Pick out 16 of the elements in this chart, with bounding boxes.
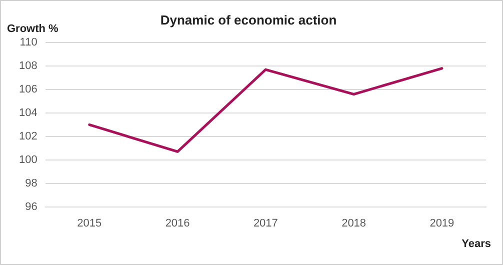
x-tick-label: 2015 (77, 217, 102, 230)
y-tick-label: 106 (18, 84, 38, 96)
y-tick-label: 108 (18, 60, 38, 72)
y-tick-label: 102 (18, 130, 38, 142)
y-tick-label: 110 (20, 36, 38, 49)
x-tick-label: 2019 (430, 217, 454, 230)
chart-title: Dynamic of economic action (160, 12, 337, 28)
y-tick-label: 98 (25, 177, 38, 190)
x-tick-label: 2017 (253, 217, 278, 230)
x-tick-label: 2016 (165, 217, 190, 230)
y-tick-label: 96 (25, 200, 38, 213)
y-tick-label: 100 (18, 154, 38, 166)
y-tick-label: 104 (18, 107, 38, 120)
x-tick-label: 2018 (342, 217, 366, 230)
x-axis-title: Years (462, 238, 491, 250)
y-axis-title: Growth % (7, 23, 59, 36)
